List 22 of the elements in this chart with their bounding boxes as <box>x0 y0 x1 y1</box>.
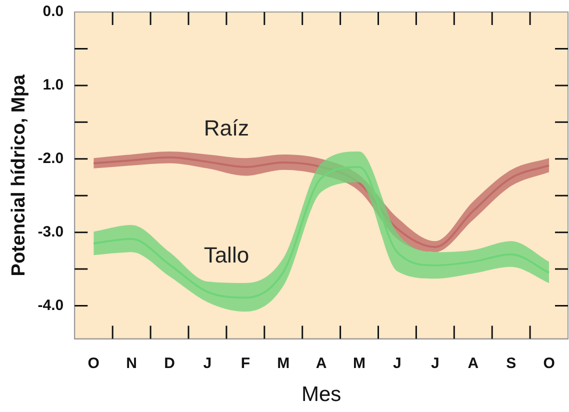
x-tick-label: F <box>240 354 250 372</box>
x-tick-label: O <box>88 354 100 372</box>
x-axis-title: Mes <box>301 383 342 406</box>
y-tick-label: 0.0 <box>42 3 64 20</box>
x-tick-label: O <box>543 354 556 372</box>
x-tick-label: M <box>353 354 366 372</box>
y-tick-label: -2.0 <box>38 150 64 168</box>
x-tick-label: J <box>431 354 440 372</box>
y-tick-label: 1.0 <box>42 76 64 94</box>
series-label: Tallo <box>204 242 250 268</box>
x-tick-label: D <box>164 354 176 372</box>
series-label: Raíz <box>204 116 250 141</box>
y-tick-label: -4.0 <box>38 296 64 314</box>
x-tick-label: A <box>316 354 327 372</box>
x-tick-label: M <box>277 354 290 372</box>
x-tick-label: A <box>468 354 479 372</box>
y-tick-label: -3.0 <box>38 223 64 240</box>
x-tick-label: N <box>126 354 137 372</box>
x-tick-label: J <box>393 354 402 372</box>
x-tick-label: J <box>203 354 212 372</box>
y-axis-title: Potencial hídrico, Mpa <box>8 74 30 276</box>
x-tick-label: S <box>506 354 516 372</box>
